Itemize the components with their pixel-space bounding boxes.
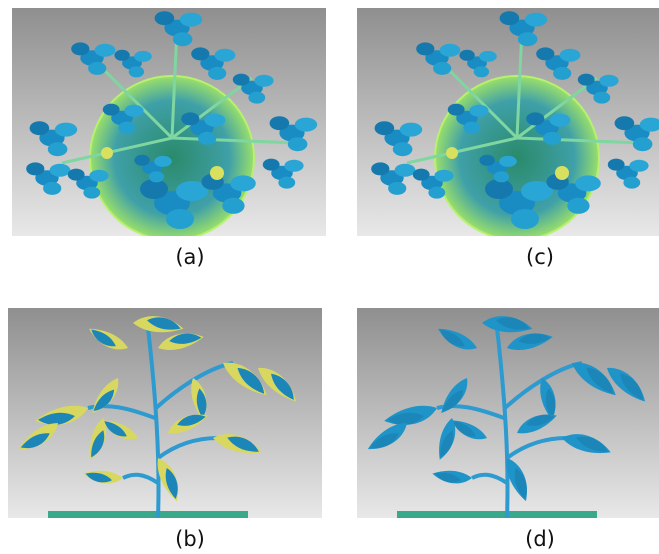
panel-image-d [357, 308, 659, 518]
caption: (d) [490, 527, 590, 551]
figure-page: (a) (c) (b) (d) (() => { const data = JS… [0, 0, 659, 554]
panel-image-b [8, 308, 322, 518]
caption: (a) [140, 245, 240, 269]
panel-image-c [357, 8, 659, 236]
panel-image-a [12, 8, 326, 236]
caption: (c) [490, 245, 590, 269]
caption: (b) [140, 527, 240, 551]
